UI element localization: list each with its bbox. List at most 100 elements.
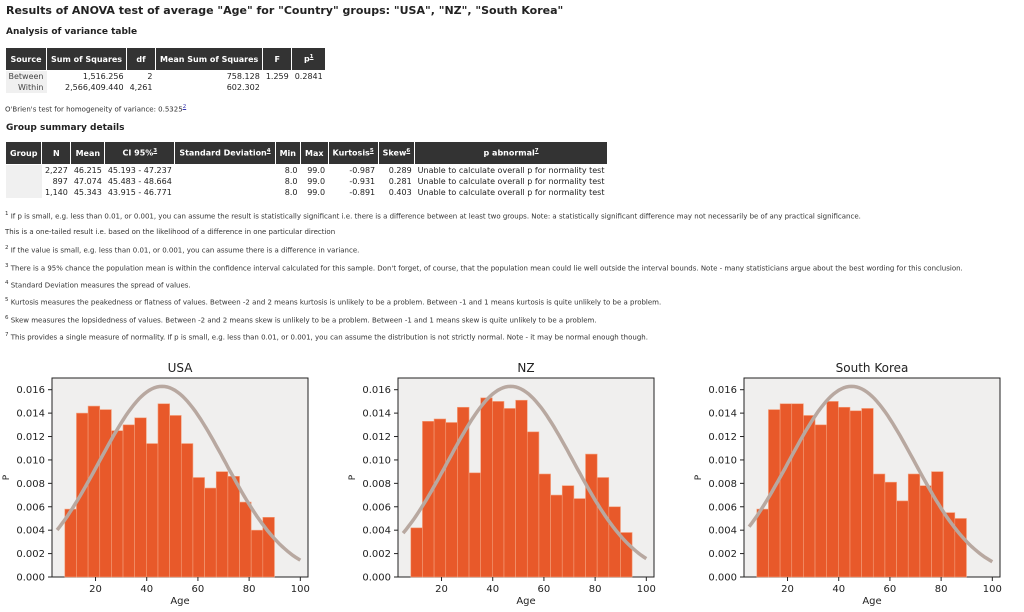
cell-p-abnormal: Unable to calculate overall p for normal… — [417, 177, 605, 186]
footnote-link[interactable]: 2 — [182, 104, 187, 110]
y-axis-label: P — [694, 474, 704, 480]
x-tick-label: 20 — [781, 584, 794, 595]
x-tick-label: 80 — [589, 584, 602, 595]
group-summary-table: Group N Mean CI 95%3 Standard Deviation4… — [4, 141, 608, 198]
histogram-bar — [204, 487, 217, 578]
x-tick-label: 20 — [89, 584, 102, 595]
col-kurtosis: Kurtosis5 — [327, 141, 379, 165]
cell-sd — [175, 187, 275, 198]
histogram-bar — [884, 481, 897, 578]
histogram-bar — [596, 477, 610, 578]
row-source: Between — [5, 70, 47, 82]
histogram-bar — [111, 430, 124, 578]
y-tick-label: 0.012 — [16, 432, 45, 443]
histogram-bar — [169, 415, 182, 578]
col-df: df — [126, 47, 156, 71]
cell-group — [5, 187, 42, 198]
histogram-bar — [803, 415, 816, 578]
cell-kurtosis: -0.891 — [349, 188, 376, 197]
footnote-5: 5 Kurtosis measures the peakedness or fl… — [5, 297, 662, 307]
y-tick-label: 0.008 — [708, 479, 737, 490]
col-f: F — [262, 47, 293, 71]
x-tick-label: 20 — [435, 584, 448, 595]
x-tick-label: 40 — [140, 584, 153, 595]
histogram-bar — [791, 403, 804, 578]
cell-df: 2 — [147, 72, 153, 81]
histogram-bar — [826, 401, 839, 578]
x-tick-label: 60 — [538, 584, 551, 595]
col-skew: Skew6 — [377, 141, 416, 165]
y-tick-label: 0.016 — [16, 385, 45, 396]
col-ss: Sum of Squares — [46, 47, 128, 71]
histogram-bar — [872, 473, 886, 578]
chart-title: USA — [168, 361, 194, 375]
col-max: Max — [300, 141, 329, 165]
cell-sd — [175, 176, 275, 187]
histogram-bar — [838, 406, 851, 578]
footnote-7: 7 This provides a single measure of norm… — [5, 332, 648, 342]
x-tick-label: 100 — [291, 584, 310, 595]
cell-group — [5, 176, 42, 187]
x-tick-label: 60 — [884, 584, 897, 595]
y-tick-label: 0.006 — [16, 502, 45, 513]
histogram-bar — [146, 443, 159, 578]
chart-title: NZ — [517, 361, 534, 375]
footnote-link[interactable]: 5 — [369, 148, 374, 155]
col-p: p1 — [291, 47, 327, 71]
cell-p — [292, 82, 326, 93]
footnote-link[interactable]: 7 — [534, 148, 539, 155]
footnote-link[interactable]: 6 — [406, 148, 411, 155]
cell-p-abnormal: Unable to calculate overall p for normal… — [417, 188, 605, 197]
cell-skew: 0.289 — [388, 166, 412, 175]
col-mean: Mean — [70, 141, 106, 165]
histogram-bar — [410, 527, 423, 578]
normal-curve — [401, 384, 648, 561]
y-tick-label: 0.000 — [16, 573, 45, 584]
histogram-bar — [227, 476, 240, 578]
cell-ci: 45.193 - 47.237 — [107, 166, 172, 175]
y-tick-label: 0.012 — [362, 432, 391, 443]
normal-curve — [747, 384, 994, 564]
footnote-3: 3 There is a 95% chance the population m… — [5, 263, 963, 273]
histogram-bar — [573, 498, 586, 578]
cell-min: 8.0 — [284, 177, 298, 186]
col-sd: Standard Deviation4 — [174, 141, 276, 165]
y-tick-label: 0.014 — [708, 409, 737, 420]
footnote-2: 2 If the value is small, e.g. less than … — [5, 245, 360, 255]
cell-ci: 45.483 - 48.664 — [107, 177, 172, 186]
y-tick-label: 0.000 — [362, 573, 391, 584]
anova-table: Source Sum of Squares df Mean Sum of Squ… — [4, 47, 327, 93]
histogram-bar — [954, 518, 967, 578]
col-ci: CI 95%3 — [104, 141, 176, 165]
histogram-nz: NZ 0.000 0.002 0.004 0.006 0.008 0.010 0.012 0.0… — [348, 361, 656, 607]
histogram-bar — [538, 473, 551, 578]
histogram-bar — [134, 417, 147, 578]
footnote-link[interactable]: 4 — [266, 148, 271, 155]
page-title: Results of ANOVA test of average "Age" f… — [6, 4, 564, 17]
cell-kurtosis: -0.931 — [349, 177, 376, 186]
histogram-bar — [814, 424, 827, 578]
footnote-link[interactable]: 1 — [309, 54, 314, 61]
col-group: Group — [4, 141, 43, 165]
anova-heading: Analysis of variance table — [6, 27, 138, 37]
footnote-4: 4 Standard Deviation measures the spread… — [5, 280, 191, 290]
histogram-bar — [919, 485, 932, 578]
cell-n: 1,140 — [44, 188, 68, 197]
x-axis-label: Age — [170, 596, 189, 607]
histogram-bar — [262, 517, 275, 578]
cell-group — [5, 164, 42, 176]
cell-sd — [175, 165, 275, 177]
table-row: Between 1,516.256 2 758.128 1.259 0.2841 — [5, 70, 326, 82]
y-axis-label: P — [348, 474, 358, 480]
y-tick-label: 0.004 — [16, 526, 45, 537]
cell-p: 0.2841 — [294, 72, 323, 81]
histogram-bar — [526, 431, 540, 578]
cell-min: 8.0 — [284, 188, 298, 197]
footnote-link[interactable]: 3 — [153, 148, 158, 155]
y-tick-label: 0.000 — [708, 573, 737, 584]
cell-ss: 1,516.256 — [82, 72, 124, 81]
row-source: Within — [5, 82, 47, 93]
cell-min: 8.0 — [284, 166, 298, 175]
histogram-bar — [215, 471, 229, 578]
cell-kurtosis: -0.987 — [349, 166, 376, 175]
